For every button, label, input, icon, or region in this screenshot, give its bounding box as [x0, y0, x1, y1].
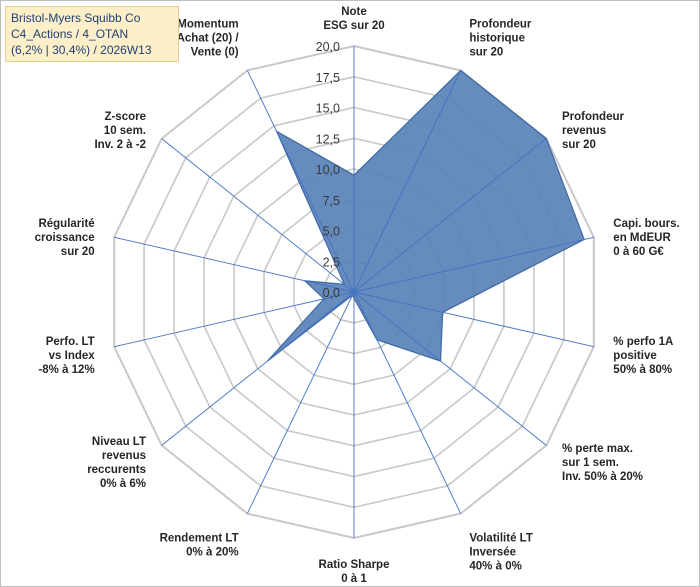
axis-label-line: Achat (20) / — [177, 32, 240, 44]
tick-label: 15,0 — [316, 102, 340, 116]
axis-label-line: Perfo. LT — [46, 336, 95, 348]
axis-label-line: croissance — [35, 232, 95, 244]
axis-label-line: Inversée — [469, 547, 516, 559]
axis-label-line: revenus — [562, 125, 606, 137]
axis-label-line: Momentum — [177, 18, 238, 30]
axis-label-line: ESG sur 20 — [323, 20, 384, 32]
axis-label-line: 40% à 0% — [469, 561, 521, 573]
axis-label-line: -8% à 12% — [38, 364, 94, 376]
axis-label-line: sur 20 — [469, 46, 503, 58]
axis-spoke — [353, 291, 594, 348]
axis-label-line: Inv. 50% à 20% — [562, 471, 643, 483]
axis-label-line: vs Index — [49, 350, 96, 362]
axis-label-line: Inv. 2 à -2 — [94, 139, 146, 151]
axis-spoke — [246, 291, 355, 514]
axis-label-line: 0% à 6% — [100, 478, 146, 490]
axis-label: Ratio Sharpe 0 à 1 — [319, 559, 390, 585]
axis-label-line: % perte max. — [562, 443, 633, 455]
axis-spoke — [353, 70, 462, 293]
axis-label-line: Rendement LT — [160, 533, 239, 545]
axis-label-line: % perfo 1A — [613, 336, 673, 348]
radial-tick-labels: 0,0 2,5 5,0 7,5 10,0 12,5 15,0 17,5 20,0 — [316, 40, 340, 300]
axis-label-line: revenus — [102, 450, 146, 462]
axis-label: Régularité croissance sur 20 — [35, 218, 95, 258]
axis-label-line: historique — [469, 32, 525, 44]
axis-label-line: sur 20 — [61, 246, 95, 258]
axis-label-line: Note — [341, 6, 367, 18]
axis-label-line: Ratio Sharpe — [319, 559, 390, 571]
axis-label-line: Profondeur — [469, 18, 531, 30]
axis-label-line: Niveau LT — [92, 436, 146, 448]
axis-label-line: sur 20 — [562, 139, 596, 151]
axis-spoke — [353, 291, 462, 514]
axis-label-line: 0% à 20% — [186, 547, 238, 559]
axis-label-line: en MdEUR — [613, 232, 671, 244]
axis-spoke — [353, 138, 547, 293]
axis-label-line: 0 à 1 — [341, 573, 367, 585]
title-line-stats: (6,2% | 30,4%) / 2026W13 — [11, 43, 152, 57]
title-line-category: C4_Actions / 4_OTAN — [11, 27, 129, 41]
axis-label: Rendement LT 0% à 20% — [160, 533, 239, 559]
axis-spoke — [246, 70, 355, 293]
axis-spoke — [353, 236, 594, 293]
axis-spoke — [161, 138, 355, 293]
axis-label-line: Régularité — [38, 218, 94, 230]
axis-label-line: Z-score — [104, 111, 146, 123]
axis-label: Capi. bours. en MdEUR 0 à 60 G€ — [613, 218, 679, 258]
axis-label-line: Capi. bours. — [613, 218, 679, 230]
tick-label: 10,0 — [316, 163, 340, 177]
axis-spoke — [114, 291, 355, 348]
axis-label-line: positive — [613, 350, 656, 362]
axis-label: Note ESG sur 20 — [323, 6, 384, 32]
axis-label: Z-score 10 sem. Inv. 2 à -2 — [94, 111, 146, 151]
axis-label-line: reccurents — [87, 464, 146, 476]
axis-spoke — [114, 236, 355, 293]
tick-label: 17,5 — [316, 71, 340, 85]
tick-label: 20,0 — [316, 40, 340, 54]
axis-label: Profondeur historique sur 20 — [469, 18, 531, 58]
axis-label-line: 10 sem. — [104, 125, 146, 137]
tick-label: 2,5 — [323, 255, 340, 269]
axis-spoke — [353, 291, 547, 446]
axis-label-line: Vente (0) — [191, 46, 239, 58]
axis-label-line: Profondeur — [562, 111, 624, 123]
title-line-company: Bristol-Myers Squibb Co — [11, 11, 141, 25]
tick-label: 12,5 — [316, 132, 340, 146]
axis-label-line: sur 1 sem. — [562, 457, 619, 469]
axis-label: Profondeur revenus sur 20 — [562, 111, 624, 151]
axis-label: Niveau LT revenus reccurents 0% à 6% — [87, 436, 146, 490]
axis-label: Volatilité LT Inversée 40% à 0% — [469, 533, 532, 573]
axis-label: % perfo 1A positive 50% à 80% — [613, 336, 673, 376]
axis-label: Momentum Achat (20) / Vente (0) — [177, 18, 240, 58]
axis-spoke — [161, 291, 355, 446]
chart-title-box: Bristol-Myers Squibb Co C4_Actions / 4_O… — [5, 6, 179, 62]
axis-label-line: 0 à 60 G€ — [613, 246, 664, 258]
axis-label: % perte max. sur 1 sem. Inv. 50% à 20% — [562, 443, 643, 483]
tick-label: 0,0 — [323, 286, 340, 300]
tick-label: 7,5 — [323, 194, 340, 208]
axis-labels: Note ESG sur 20 Profondeur historique sur 20… — [35, 6, 680, 585]
axis-label: Perfo. LT vs Index -8% à 12% — [38, 336, 95, 376]
axis-label-line: 50% à 80% — [613, 364, 672, 376]
tick-label: 5,0 — [323, 225, 340, 239]
axis-label-line: Volatilité LT — [469, 533, 532, 545]
axis-spokes — [114, 46, 594, 538]
